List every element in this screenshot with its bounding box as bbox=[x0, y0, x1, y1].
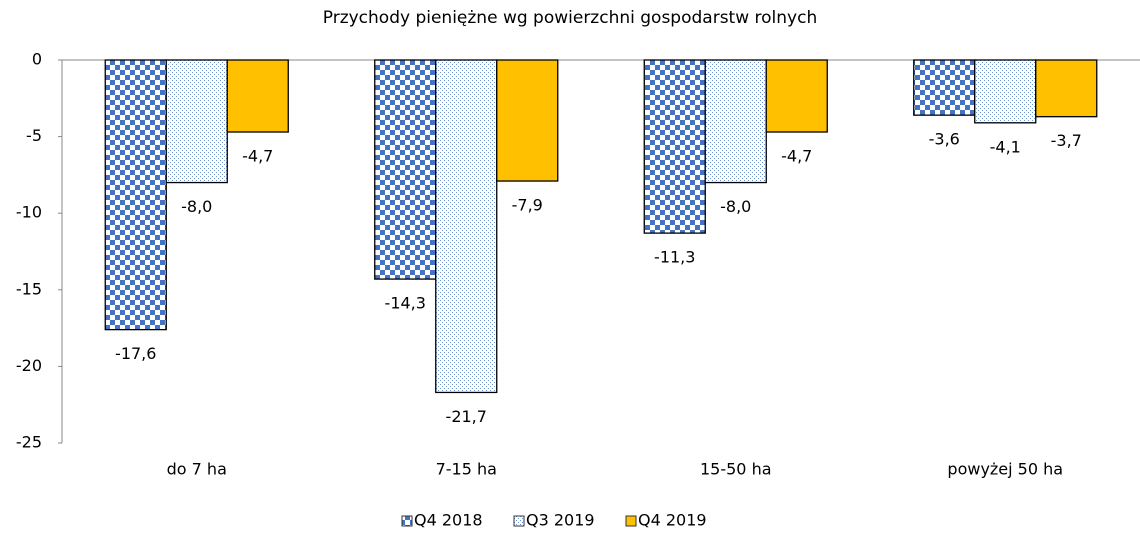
value-label: -4,7 bbox=[242, 147, 273, 166]
x-tick-label: 15-50 ha bbox=[700, 460, 772, 479]
chart-title: Przychody pieniężne wg powierzchni gospo… bbox=[323, 8, 817, 28]
bar bbox=[374, 59, 437, 280]
value-label: -8,0 bbox=[181, 197, 212, 216]
value-label: -8,0 bbox=[720, 197, 751, 216]
bar bbox=[496, 59, 559, 182]
y-tick-label: -25 bbox=[16, 433, 42, 452]
legend-label: Q4 2019 bbox=[638, 511, 707, 530]
bar bbox=[226, 59, 289, 133]
value-label: -4,1 bbox=[990, 137, 1021, 156]
y-tick-label: -10 bbox=[16, 203, 42, 222]
value-label: -3,6 bbox=[929, 130, 960, 149]
legend-swatch bbox=[625, 515, 637, 527]
value-label: -17,6 bbox=[115, 344, 156, 363]
value-label: -21,7 bbox=[446, 407, 487, 426]
value-label: -4,7 bbox=[781, 147, 812, 166]
bar bbox=[435, 59, 498, 394]
y-tick-label: -5 bbox=[26, 126, 42, 145]
bar bbox=[643, 59, 706, 234]
bar bbox=[974, 59, 1037, 124]
legend-label: Q4 2018 bbox=[414, 511, 483, 530]
value-label: -3,7 bbox=[1051, 131, 1082, 150]
x-tick-label: 7-15 ha bbox=[436, 460, 497, 479]
x-tick-label: powyżej 50 ha bbox=[947, 460, 1063, 479]
legend-label: Q3 2019 bbox=[526, 511, 595, 530]
value-label: -11,3 bbox=[654, 248, 695, 267]
bar bbox=[704, 59, 767, 184]
bar bbox=[165, 59, 228, 184]
value-label: -14,3 bbox=[385, 294, 426, 313]
bar bbox=[913, 59, 976, 116]
legend-swatch bbox=[401, 515, 413, 527]
bar bbox=[1035, 59, 1098, 118]
value-label: -7,9 bbox=[512, 196, 543, 215]
bar bbox=[104, 59, 167, 331]
x-tick-label: do 7 ha bbox=[167, 460, 227, 479]
bar bbox=[765, 59, 828, 133]
legend-swatch bbox=[513, 515, 525, 527]
y-tick-label: 0 bbox=[32, 50, 42, 69]
y-tick-label: -15 bbox=[16, 279, 42, 298]
y-tick-label: -20 bbox=[16, 356, 42, 375]
